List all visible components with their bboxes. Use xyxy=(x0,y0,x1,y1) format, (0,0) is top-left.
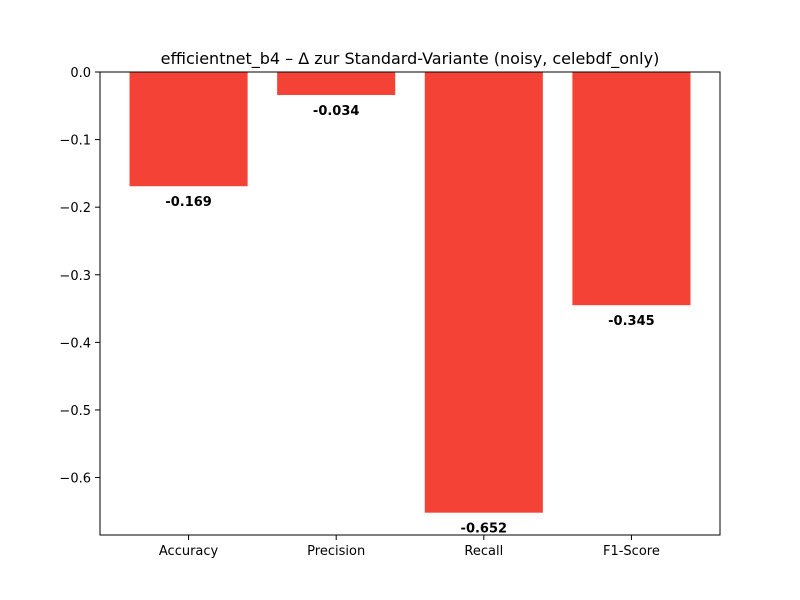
y-tick-label: −0.3 xyxy=(59,269,91,284)
chart-title: efficientnet_b4 – Δ zur Standard-Variant… xyxy=(161,49,660,69)
plot-area: -0.169 -0.034 -0.652 -0.345 0.0 −0.1 −0.2 −0.3 −… xyxy=(59,66,721,559)
y-tick-label: −0.2 xyxy=(59,201,91,216)
y-tick-label: 0.0 xyxy=(70,66,91,81)
bar-accuracy xyxy=(129,72,248,187)
data-label: -0.652 xyxy=(461,522,508,537)
y-tick-label: −0.1 xyxy=(59,134,91,149)
data-label: -0.169 xyxy=(165,195,212,210)
bar-recall xyxy=(424,72,543,513)
data-label: -0.345 xyxy=(608,314,655,329)
y-tick-label: −0.5 xyxy=(59,404,91,419)
y-tick-label: −0.6 xyxy=(59,472,91,487)
x-tick-label: Recall xyxy=(464,544,503,559)
x-tick-label: F1-Score xyxy=(603,544,660,559)
bar-f1-score xyxy=(572,72,691,306)
x-tick-label: Accuracy xyxy=(159,544,219,559)
bar-precision xyxy=(277,72,396,95)
x-tick-label: Precision xyxy=(307,544,365,559)
axes-frame xyxy=(99,71,721,536)
y-tick-label: −0.4 xyxy=(59,336,91,351)
data-label: -0.034 xyxy=(313,104,360,119)
